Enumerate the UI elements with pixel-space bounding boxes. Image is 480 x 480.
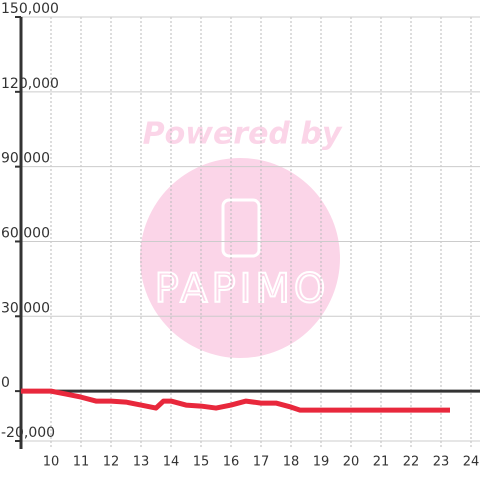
y-tick-label: 90,000	[1, 151, 50, 167]
y-tick-label: -20,000	[1, 425, 55, 441]
x-tick-label: 21	[373, 455, 390, 470]
y-tick-label: 30,000	[1, 300, 50, 316]
x-tick-label: 22	[403, 455, 420, 470]
watermark-circle	[140, 158, 340, 358]
x-tick-label: 19	[313, 455, 330, 470]
watermark-phone	[221, 198, 261, 258]
x-tick-label: 17	[253, 455, 270, 470]
x-tick-label: 15	[193, 455, 210, 470]
x-tick-label: 20	[343, 455, 360, 470]
x-tick-label: 16	[223, 455, 240, 470]
watermark-text: Powered by	[143, 117, 343, 152]
x-tick-label: 10	[43, 455, 60, 470]
x-tick-label: 12	[103, 455, 120, 470]
x-tick-label: 13	[133, 455, 150, 470]
data-line	[21, 388, 450, 413]
x-tick-label: 24	[463, 455, 480, 470]
y-tick-label: 120,000	[1, 76, 59, 92]
x-tick-label: 23	[433, 455, 450, 470]
watermark-logo: PAPIMO	[155, 266, 330, 312]
y-tick-label: 60,000	[1, 225, 50, 241]
x-tick-label: 18	[283, 455, 300, 470]
x-tick-label: 11	[73, 455, 90, 470]
x-tick-label: 14	[163, 455, 180, 470]
y-tick-label: 150,000	[1, 1, 59, 17]
y-tick-label: 0	[1, 375, 10, 391]
